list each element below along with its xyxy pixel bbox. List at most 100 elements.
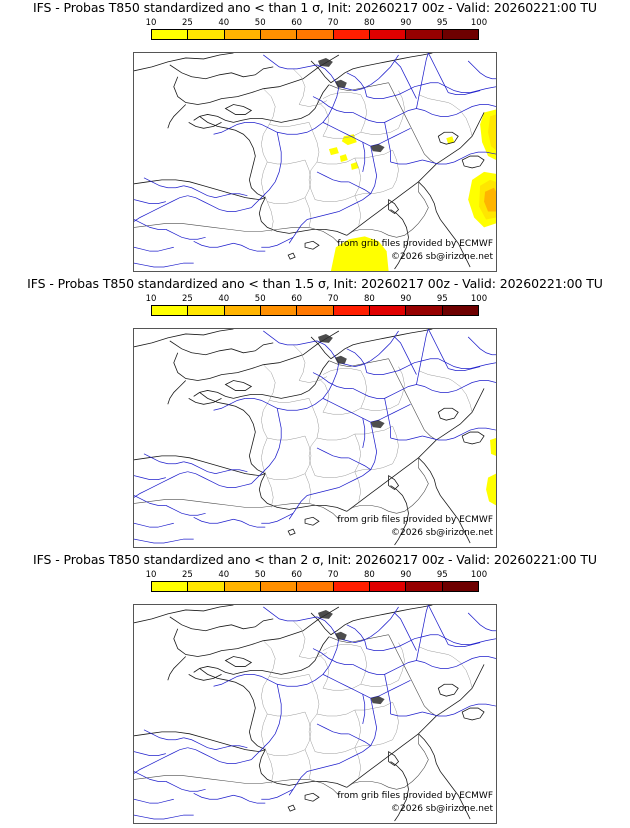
colorbar-swatch — [260, 306, 298, 315]
country-borders — [134, 634, 443, 796]
rivers — [134, 53, 496, 268]
map-panel-1-sigma: IFS - Probas T850 standardized ano < tha… — [0, 0, 630, 276]
rivers — [134, 605, 496, 820]
colorbar-tick: 25 — [181, 294, 193, 304]
colorbar-swatch — [406, 582, 443, 591]
copyright-attribution: ©2026 sb@irizone.net — [391, 528, 493, 538]
colorbar-ticks: 10 25 40 50 60 70 80 90 95 100 — [146, 294, 488, 305]
colorbar-tick: 90 — [400, 18, 412, 28]
colorbar-swatch — [224, 30, 261, 39]
colorbar-swatch — [442, 30, 478, 39]
colorbar-swatch — [297, 582, 334, 591]
colorbar-tick: 95 — [436, 570, 448, 580]
region-borders — [261, 620, 473, 784]
colorbar-swatch — [369, 582, 407, 591]
colorbar-tick: 95 — [436, 18, 448, 28]
colorbar-tick: 25 — [181, 570, 193, 580]
colorbar-swatch — [260, 30, 298, 39]
map-svg — [134, 605, 496, 822]
country-borders — [134, 358, 443, 520]
colorbar-tick: 10 — [145, 294, 157, 304]
map-svg — [134, 329, 496, 546]
map-panel-2-sigma: IFS - Probas T850 standardized ano < tha… — [0, 552, 630, 828]
colorbar-swatch — [224, 582, 261, 591]
colorbar-tick: 50 — [254, 294, 266, 304]
colorbar-1: 10 25 40 50 60 70 80 90 95 100 — [146, 18, 488, 42]
colorbar-swatch — [152, 306, 189, 315]
colorbar-swatch — [260, 582, 298, 591]
colorbar-tick: 60 — [291, 570, 303, 580]
colorbar-tick: 100 — [470, 294, 488, 304]
colorbar-tick: 10 — [145, 18, 157, 28]
colorbar-swatch — [333, 30, 370, 39]
inner-sea-shading — [317, 333, 385, 429]
colorbar-tick: 40 — [218, 18, 230, 28]
ecmwf-attribution: from grib files provided by ECMWF — [337, 791, 493, 801]
map-panel-1p5-sigma: IFS - Probas T850 standardized ano < tha… — [0, 276, 630, 552]
colorbar-tick: 80 — [364, 294, 375, 304]
colorbar-tick: 60 — [291, 18, 303, 28]
colorbar-tick: 95 — [436, 294, 448, 304]
colorbar-gradient — [151, 581, 479, 592]
colorbar-gradient — [151, 29, 479, 40]
country-borders — [134, 82, 443, 244]
colorbar-swatch — [369, 30, 407, 39]
colorbar-tick: 70 — [327, 570, 339, 580]
page-title: IFS - Probas T850 standardized ano < tha… — [33, 0, 597, 15]
colorbar-tick: 50 — [254, 570, 266, 580]
colorbar-tick: 100 — [470, 18, 488, 28]
region-borders — [261, 344, 473, 508]
map-canvas-1[interactable]: from grib files provided by ECMWF ©2026 … — [133, 52, 497, 272]
colorbar-gradient — [151, 305, 479, 316]
page-title: IFS - Probas T850 standardized ano < tha… — [27, 276, 603, 291]
colorbar-tick: 25 — [181, 18, 193, 28]
colorbar-swatch — [333, 582, 370, 591]
inner-sea-shading — [317, 57, 385, 153]
colorbar-swatch — [152, 30, 189, 39]
colorbar-tick: 40 — [218, 570, 230, 580]
colorbar-tick: 50 — [254, 18, 266, 28]
coastlines — [134, 605, 485, 822]
ecmwf-attribution: from grib files provided by ECMWF — [337, 239, 493, 249]
colorbar-tick: 100 — [470, 570, 488, 580]
colorbar-swatch — [152, 582, 189, 591]
colorbar-swatch — [224, 306, 261, 315]
ecmwf-attribution: from grib files provided by ECMWF — [337, 515, 493, 525]
shaded-probability-regions — [328, 109, 496, 271]
colorbar-tick: 90 — [400, 570, 412, 580]
inner-sea-shading — [317, 609, 385, 705]
coastlines — [134, 53, 485, 270]
shaded-probability-regions — [486, 438, 496, 506]
colorbar-swatch — [188, 306, 225, 315]
region-borders — [261, 68, 473, 232]
coastlines — [134, 329, 485, 546]
colorbar-tick: 90 — [400, 294, 412, 304]
rivers — [134, 329, 496, 544]
colorbar-swatch — [188, 582, 225, 591]
colorbar-ticks: 10 25 40 50 60 70 80 90 95 100 — [146, 570, 488, 581]
colorbar-swatch — [369, 306, 407, 315]
colorbar-tick: 70 — [327, 18, 339, 28]
colorbar-swatch — [406, 306, 443, 315]
colorbar-swatch — [406, 30, 443, 39]
colorbar-swatch — [442, 582, 478, 591]
copyright-attribution: ©2026 sb@irizone.net — [391, 804, 493, 814]
colorbar-tick: 60 — [291, 294, 303, 304]
colorbar-tick: 70 — [327, 294, 339, 304]
colorbar-2: 10 25 40 50 60 70 80 90 95 100 — [146, 294, 488, 318]
map-canvas-3[interactable]: from grib files provided by ECMWF ©2026 … — [133, 604, 497, 824]
colorbar-swatch — [442, 306, 478, 315]
colorbar-swatch — [333, 306, 370, 315]
colorbar-ticks: 10 25 40 50 60 70 80 90 95 100 — [146, 18, 488, 29]
map-svg — [134, 53, 496, 271]
colorbar-3: 10 25 40 50 60 70 80 90 95 100 — [146, 570, 488, 594]
colorbar-tick: 80 — [364, 18, 375, 28]
copyright-attribution: ©2026 sb@irizone.net — [391, 252, 493, 262]
map-canvas-2[interactable]: from grib files provided by ECMWF ©2026 … — [133, 328, 497, 548]
page-title: IFS - Probas T850 standardized ano < tha… — [33, 552, 597, 567]
colorbar-swatch — [297, 306, 334, 315]
colorbar-tick: 80 — [364, 570, 375, 580]
colorbar-swatch — [297, 30, 334, 39]
colorbar-tick: 40 — [218, 294, 230, 304]
colorbar-swatch — [188, 30, 225, 39]
